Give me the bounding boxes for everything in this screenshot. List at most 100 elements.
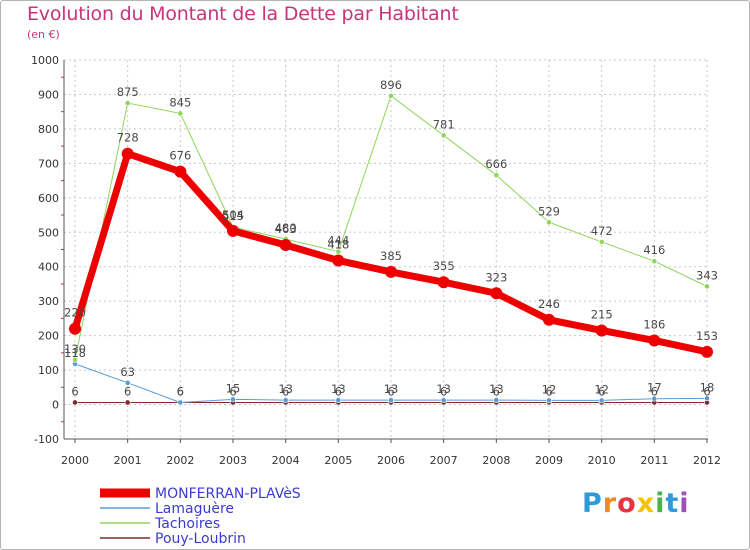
data-label-monferran-plav-s: 215 (591, 307, 613, 321)
data-point-lamagu-re (598, 397, 605, 404)
data-label-tachoires: 896 (380, 78, 402, 92)
data-point-monferran-plav-s (543, 313, 555, 326)
data-label-tachoires: 781 (433, 117, 455, 131)
data-point-tachoires (598, 239, 605, 245)
y-tick-label: 500 (38, 226, 59, 239)
x-tick-label: 2011 (640, 454, 668, 467)
data-point-monferran-plav-s (385, 265, 397, 278)
data-label-tachoires: 416 (643, 243, 665, 257)
data-point-lamagu-re (388, 397, 394, 403)
data-point-monferran-plav-s (595, 324, 608, 337)
data-point-lamagu-re (493, 397, 500, 403)
data-label-tachoires: 130 (64, 342, 86, 356)
y-tick-label: 100 (38, 364, 59, 377)
data-label-lamagu-re: 17 (647, 381, 662, 395)
data-label-tachoires: 343 (696, 268, 718, 282)
data-point-monferran-plav-s (121, 147, 134, 160)
data-label-tachoires: 845 (169, 95, 191, 109)
data-label-monferran-plav-s: 385 (380, 249, 402, 263)
data-point-monferran-plav-s (648, 334, 661, 347)
data-label-tachoires: 875 (117, 85, 139, 99)
data-point-tachoires (440, 132, 447, 139)
data-point-tachoires (177, 110, 184, 117)
data-label-pouy-loubrin: 6 (651, 384, 658, 398)
y-tick-label: 200 (38, 330, 59, 343)
data-label-lamagu-re: 6 (177, 384, 184, 398)
data-label-pouy-loubrin: 6 (282, 384, 289, 398)
data-point-monferran-plav-s (437, 276, 450, 289)
data-point-lamagu-re (546, 397, 552, 404)
legend-label-pouy-loubrin: Pouy-Loubrin (155, 531, 246, 547)
data-point-lamagu-re (282, 397, 289, 403)
data-point-tachoires (335, 248, 342, 255)
data-point-tachoires (546, 219, 552, 226)
data-label-monferran-plav-s: 463 (275, 222, 297, 236)
data-point-tachoires (124, 100, 131, 106)
data-point-lamagu-re (440, 397, 447, 403)
data-label-monferran-plav-s: 246 (538, 297, 560, 311)
x-tick-label: 2002 (166, 454, 194, 467)
data-point-tachoires (388, 92, 394, 99)
data-label-lamagu-re: 13 (436, 382, 451, 396)
data-label-monferran-plav-s: 186 (643, 317, 665, 331)
data-point-lamagu-re (651, 395, 658, 402)
data-label-monferran-plav-s: 220 (64, 306, 86, 320)
data-label-monferran-plav-s: 355 (433, 259, 455, 273)
legend-label-monferran-plav-s: MONFERRAN-PLAVèS (155, 486, 301, 502)
x-tick-label: 2000 (61, 454, 89, 467)
data-point-lamagu-re (704, 395, 710, 402)
data-label-monferran-plav-s: 676 (169, 149, 191, 163)
data-label-monferran-plav-s: 504 (222, 208, 244, 222)
proxiti-logo: Proxiti (582, 488, 690, 519)
data-label-tachoires: 472 (591, 224, 613, 238)
data-point-tachoires (72, 356, 78, 363)
legend-label-tachoires: Tachoires (154, 516, 220, 532)
data-label-monferran-plav-s: 418 (327, 238, 349, 252)
x-tick-label: 2010 (588, 454, 616, 467)
data-label-lamagu-re: 12 (594, 382, 609, 396)
x-tick-label: 2006 (377, 454, 405, 467)
data-label-tachoires: 444 (327, 234, 349, 248)
x-tick-label: 2007 (430, 454, 458, 467)
legend-label-lamagu-re: Lamaguère (155, 501, 234, 517)
y-tick-label: 600 (38, 192, 59, 205)
y-tick-label: 0 (52, 399, 59, 412)
data-label-lamagu-re: 13 (278, 382, 293, 396)
data-label-pouy-loubrin: 6 (335, 384, 342, 398)
data-label-lamagu-re: 118 (64, 346, 86, 360)
data-label-pouy-loubrin: 6 (387, 384, 394, 398)
y-tick-label: -100 (34, 433, 59, 446)
series-layer (69, 92, 713, 406)
data-label-pouy-loubrin: 6 (703, 384, 710, 398)
x-tick-label: 2008 (482, 454, 510, 467)
data-label-tachoires: 529 (538, 204, 560, 218)
data-point-pouy-loubrin (124, 399, 131, 406)
x-tick-label: 2005 (324, 454, 352, 467)
data-point-monferran-plav-s (701, 345, 713, 358)
y-tick-label: 800 (38, 123, 59, 136)
data-label-pouy-loubrin: 6 (440, 384, 447, 398)
data-label-pouy-loubrin: 6 (177, 384, 184, 398)
data-label-tachoires: 480 (275, 221, 297, 235)
axes: -100 0 100 200 300 400 500 600 700 800 900 1000 2000… (31, 54, 721, 467)
data-label-pouy-loubrin: 6 (598, 384, 605, 398)
data-point-monferran-plav-s (227, 224, 239, 237)
data-label-lamagu-re: 15 (226, 381, 241, 395)
y-tick-label: 700 (38, 157, 59, 170)
chart-title: Evolution du Montant de la Dette par Hab… (27, 3, 459, 25)
unit-label: (en €) (27, 28, 60, 41)
y-tick-label: 900 (38, 88, 59, 101)
data-point-lamagu-re (335, 397, 342, 403)
data-label-tachoires: 666 (485, 157, 507, 171)
data-point-tachoires (493, 172, 500, 178)
legend: MONFERRAN-PLAVèSLamaguèreTachoiresPouy-L… (100, 486, 301, 547)
data-label-pouy-loubrin: 6 (71, 384, 78, 398)
data-label-monferran-plav-s: 323 (485, 270, 507, 284)
x-tick-label: 2004 (272, 454, 300, 467)
data-label-lamagu-re: 13 (384, 382, 399, 396)
data-point-monferran-plav-s (279, 239, 292, 252)
data-point-monferran-plav-s (174, 165, 187, 178)
